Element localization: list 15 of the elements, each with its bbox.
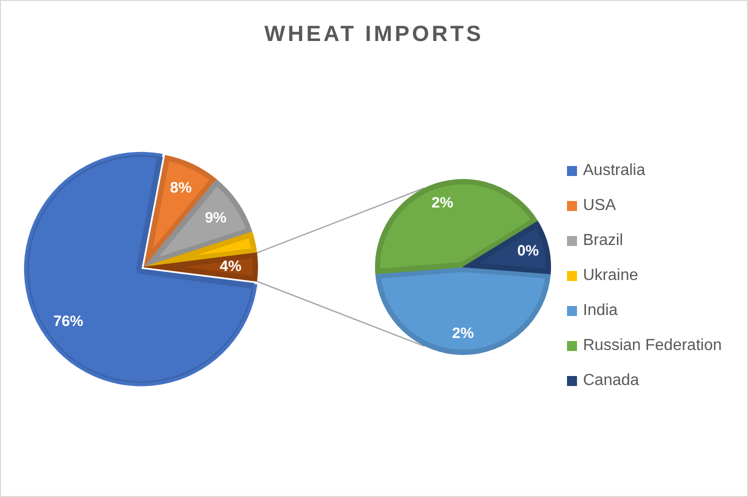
legend-label: Brazil xyxy=(583,231,624,251)
legend-label: Ukraine xyxy=(583,266,638,286)
data-label: 0% xyxy=(517,242,539,260)
data-label: 2% xyxy=(431,194,454,212)
chart-title: WHEAT IMPORTS xyxy=(263,20,485,48)
data-label: 76% xyxy=(53,313,84,330)
legend-label: Australia xyxy=(583,161,646,181)
legend-label: India xyxy=(583,301,618,321)
legend-label: Canada xyxy=(583,371,640,391)
legend-label: Russian Federation xyxy=(583,336,722,356)
data-label: 2% xyxy=(452,325,474,342)
data-label: 9% xyxy=(204,209,226,226)
data-label: 4% xyxy=(220,258,242,276)
data-label: 8% xyxy=(170,180,192,197)
legend-label: USA xyxy=(583,196,616,216)
